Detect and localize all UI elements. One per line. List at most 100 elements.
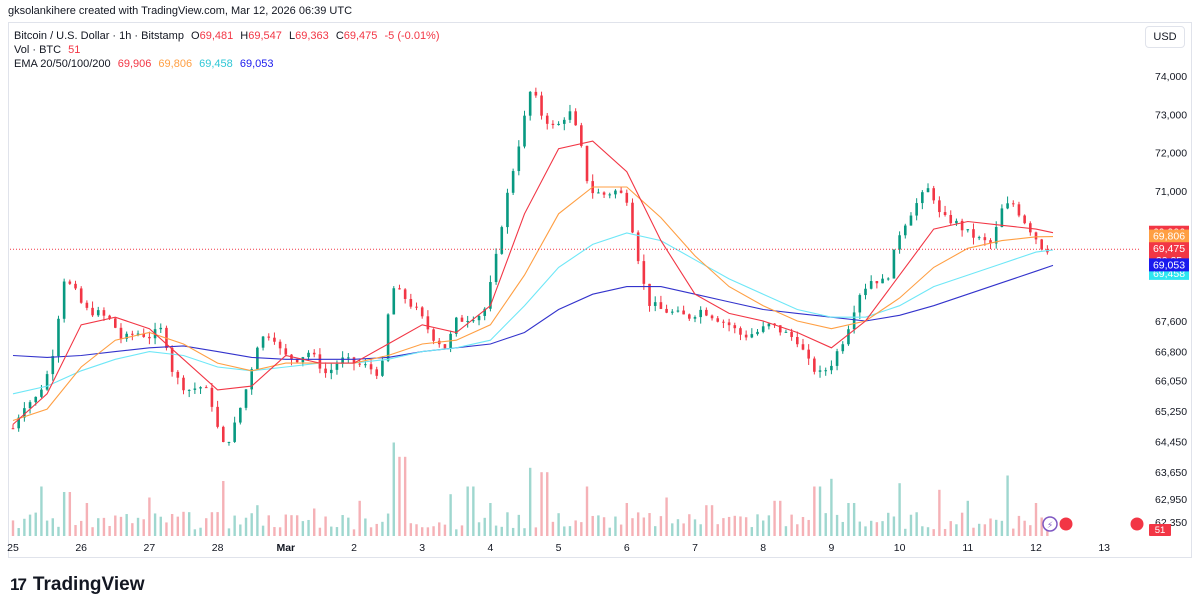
candle-body [341,357,344,364]
candle-body [994,227,998,244]
volume-bar [546,472,549,536]
candle-body [204,387,208,389]
candle-body [540,95,543,116]
volume-bar [62,492,66,536]
volume-bar [671,523,674,536]
volume-bar [330,526,333,536]
candle-body [557,123,560,125]
volume-bar [682,523,685,536]
volume-bar [568,526,572,536]
candle-body [716,318,720,322]
volume-bar [869,520,873,536]
volume-bar [750,527,754,536]
candle-body [614,190,617,195]
volume-bar [574,520,577,536]
candle-body [1000,208,1004,228]
volume-bar [813,486,816,536]
currency-button[interactable]: USD [1145,26,1185,48]
candle-body [892,249,896,279]
volume-bar [762,520,765,536]
lightning-icon: ⚡ [1047,521,1053,531]
volume-bar [443,524,447,536]
candle-body [432,329,435,341]
candle-body [455,317,458,334]
candle-body [273,337,276,342]
x-tick-label: 6 [624,542,630,554]
candle-body [511,171,515,193]
candle-body [739,328,742,335]
volume-bar [80,520,83,536]
candle-body [886,278,890,280]
volume-bar [517,514,521,536]
volume-bar [983,524,987,536]
candle-body [864,288,867,296]
volume-bar [85,503,89,536]
volume-bars [11,442,1049,536]
candle-body [744,334,748,338]
volume-bar [898,483,901,536]
candle-body [114,318,117,328]
candle-body [750,334,754,338]
candle-body [62,281,66,319]
volume-bar [415,524,418,536]
candle-body [369,364,373,370]
candle-body [85,302,89,308]
volume-bar [148,497,151,536]
x-tick-label: 28 [212,542,224,554]
candle-body [1011,203,1015,205]
ema100-line [12,232,1054,395]
candle-body [284,348,288,355]
volume-bar [244,517,248,536]
candle-body [921,192,924,204]
volume-bar [68,492,72,536]
volume-badge-text: 51 [1155,525,1166,536]
volume-bar [807,519,810,536]
x-tick-label: 10 [894,542,906,554]
x-tick-label: 27 [144,542,156,554]
volume-bar [318,527,322,536]
volume-bar [210,512,214,536]
candle-body [318,354,322,369]
candle-body [648,283,651,306]
volume-bar [960,512,964,536]
candle-body [1006,203,1009,209]
volume-bar [1040,517,1043,536]
candle-body [756,331,759,335]
volume-bar [290,515,293,536]
candle-body [176,371,180,378]
volume-bar [989,518,992,536]
candle-body [818,370,822,372]
volume-bar [784,526,788,536]
volume-bar [97,518,100,536]
candle-body [335,363,339,370]
candle-body [858,295,862,313]
candle-body [545,115,549,124]
volume-bar [364,518,367,536]
volume-bar [23,518,26,536]
candle-body [983,237,987,241]
candle-body [903,225,907,236]
volume-bar [949,521,952,536]
candle-body [835,351,839,366]
volume-bar [40,486,43,536]
volume-bar [744,517,748,536]
volume-bar [176,516,180,536]
price-label-text: 69,806 [1153,231,1185,243]
candle-body [34,396,38,403]
volume-bar [585,486,589,536]
candle-body [295,359,299,363]
candle-body [699,309,702,318]
candle-body [244,389,248,408]
candle-body [28,402,32,409]
volume-bar [534,527,538,536]
volume-bar [1029,525,1032,536]
volume-bar [1023,520,1026,536]
candle-body [193,388,197,390]
candle-body [562,119,566,124]
volume-bar [693,519,697,536]
price-label-text: 69,475 [1153,243,1185,255]
candle-body [705,309,708,316]
volume-bar [347,517,350,536]
candle-body [972,229,975,238]
